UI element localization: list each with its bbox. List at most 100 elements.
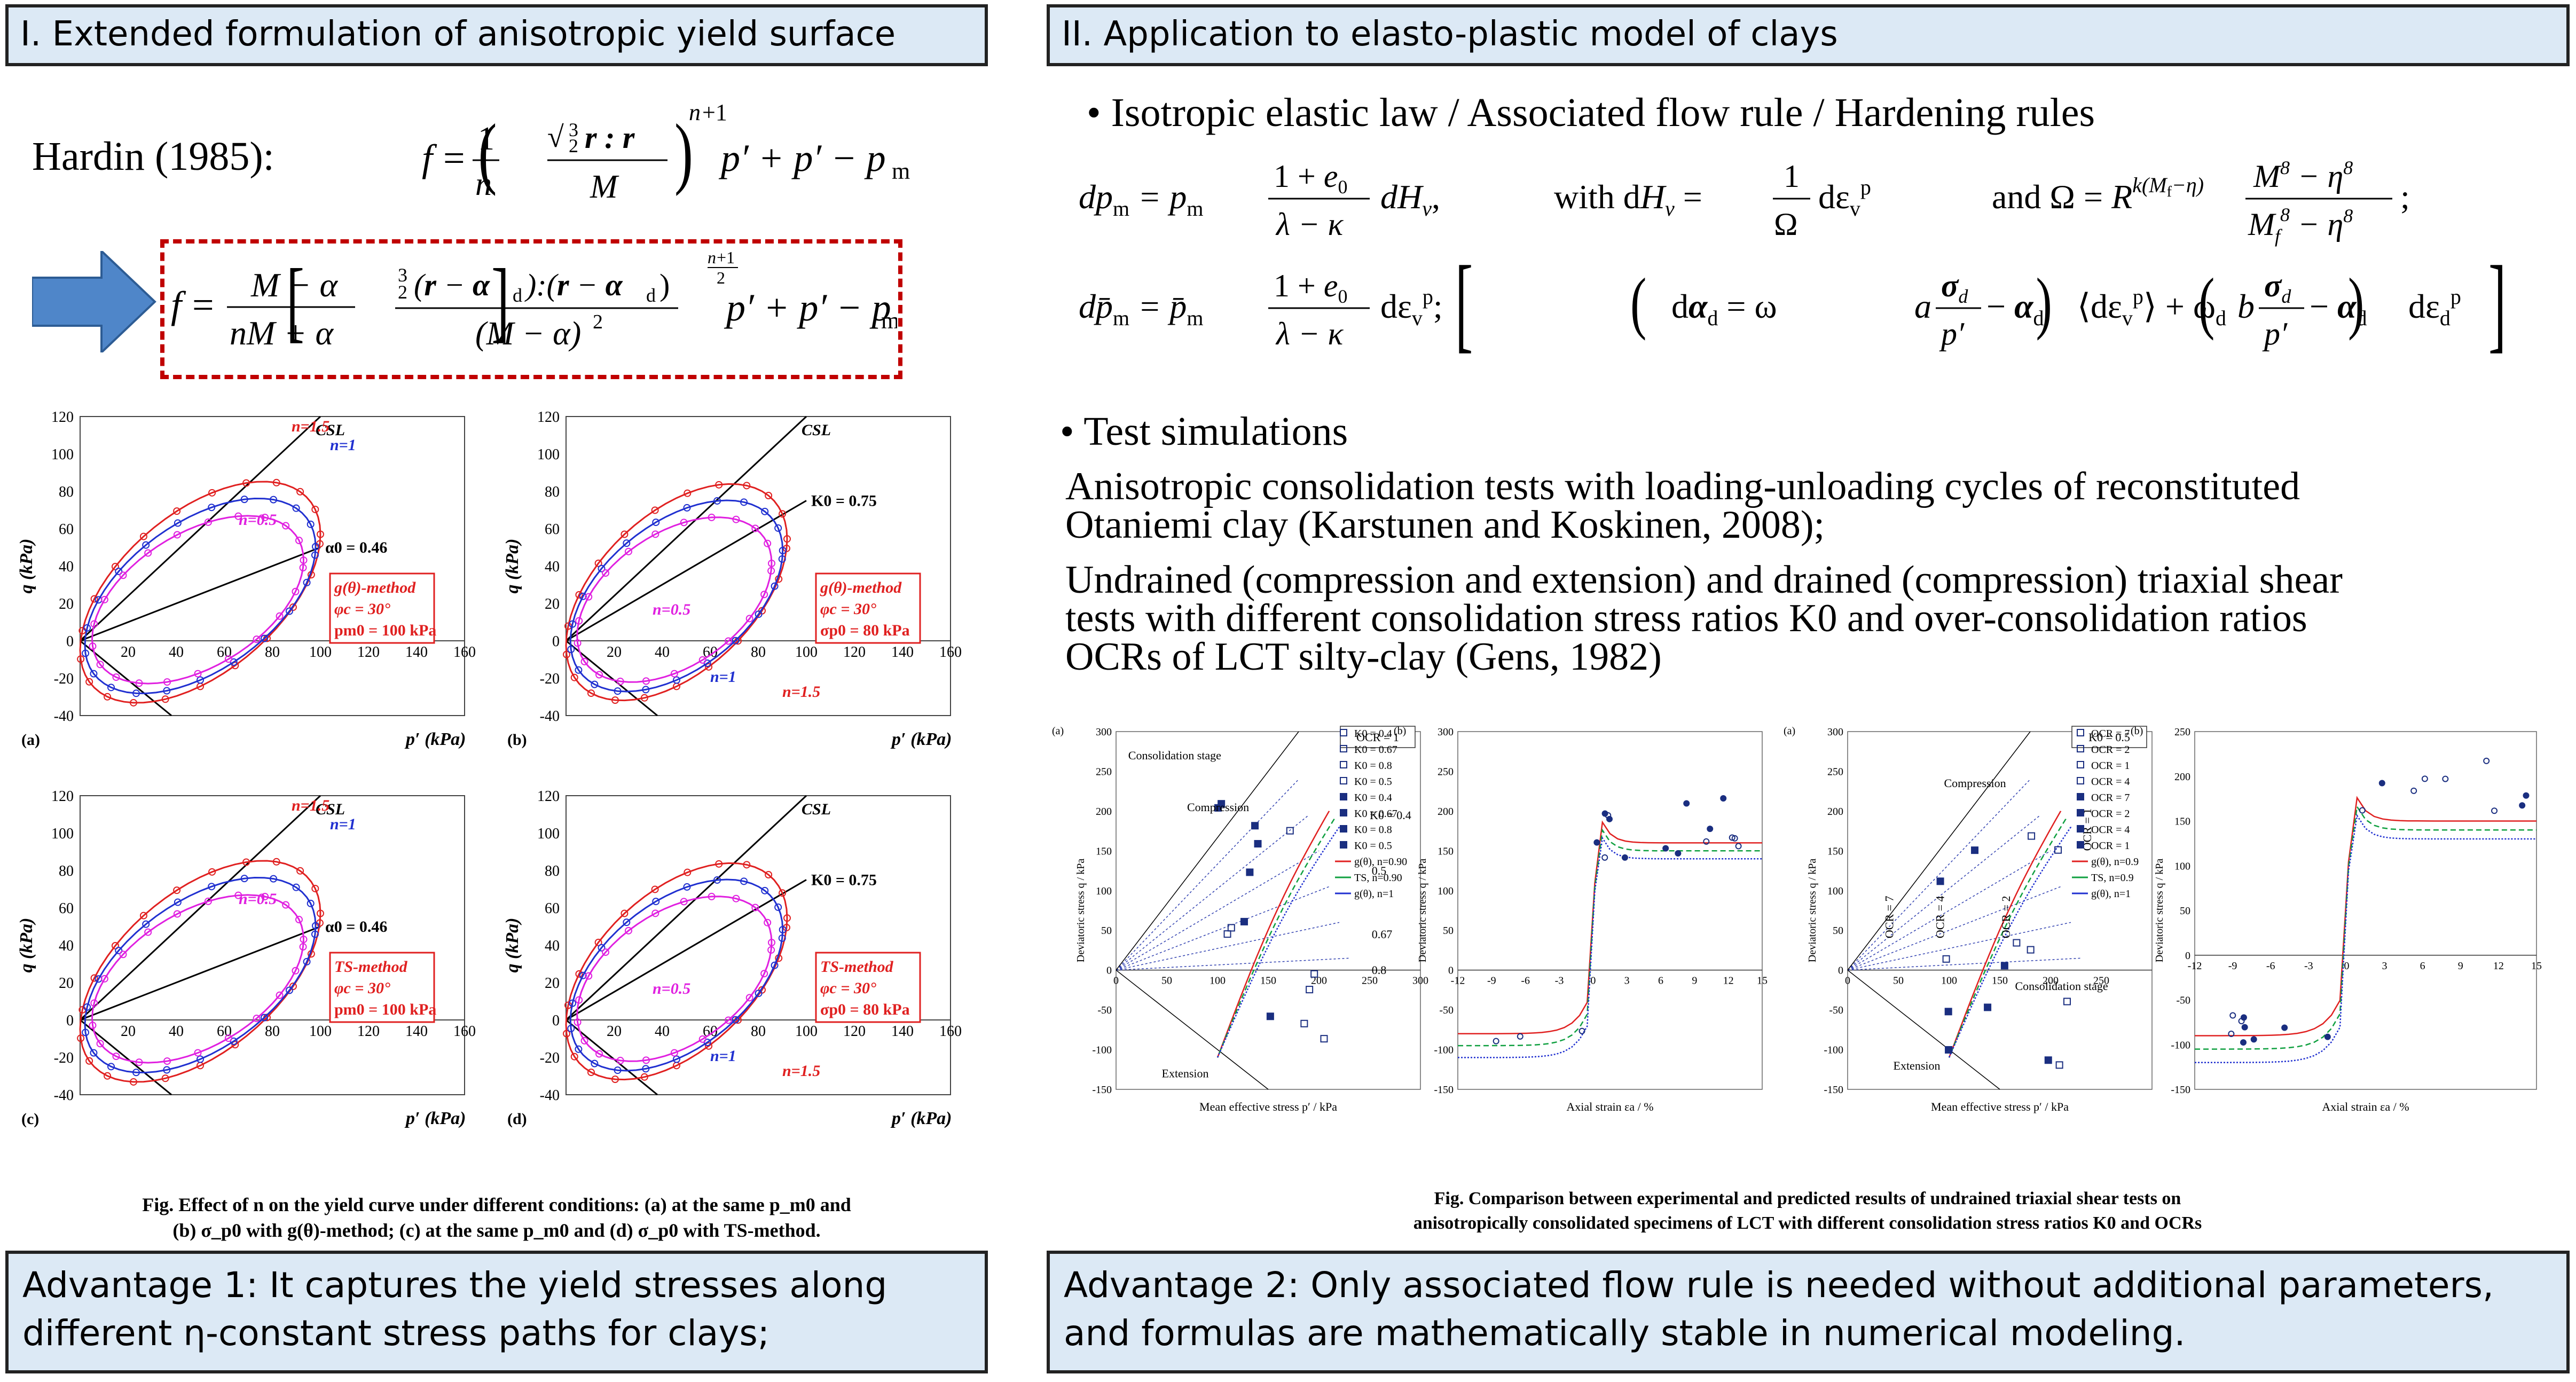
- series-label: n=0.5: [239, 511, 277, 529]
- x-tick-label: 140: [405, 644, 428, 661]
- x-tick-label: 140: [405, 1023, 428, 1040]
- test-marker: [1972, 847, 1978, 853]
- y-axis-label: Deviatoric stress q / kPa: [1807, 859, 1818, 963]
- y-tick-label: 0: [552, 633, 560, 650]
- test-marker: [2056, 1062, 2063, 1068]
- predicted-curve: [1458, 838, 1762, 1058]
- x-tick-label: 100: [1210, 975, 1226, 987]
- consolidation-path: [1116, 851, 1319, 970]
- svg-text:n: n: [708, 248, 716, 267]
- x-tick-label: 160: [453, 1023, 476, 1040]
- x-tick-label: 80: [751, 644, 766, 661]
- svg-text:d: d: [513, 285, 522, 306]
- x-tick-label: 160: [939, 644, 962, 661]
- right-caption-line1: Fig. Comparison between experimental and…: [1047, 1187, 2569, 1211]
- legend-entry: K0 = 0.8: [1354, 760, 1392, 772]
- csl-compression: [1116, 732, 1299, 970]
- x-axis-label: Axial strain εa / %: [2322, 1100, 2409, 1113]
- y-tick-label: -20: [54, 671, 74, 687]
- method-phi: φc = 30°: [820, 979, 876, 997]
- y-tick-label: 20: [545, 975, 560, 992]
- panel-id: (b): [1394, 725, 1406, 737]
- x-tick-label: 160: [939, 1023, 962, 1040]
- test-marker: [1603, 811, 1608, 816]
- test-marker: [2001, 962, 2008, 969]
- anisotropy-line: [80, 926, 320, 1020]
- predicted-curve: [2195, 798, 2536, 1036]
- test-marker: [1518, 1034, 1523, 1039]
- test-marker: [1675, 851, 1680, 856]
- legend-entry: K0 = 0.5: [1354, 776, 1392, 788]
- test-marker: [2064, 998, 2070, 1004]
- y-tick-label: -100: [1434, 1045, 1454, 1056]
- y-tick-label: 40: [59, 938, 74, 954]
- test-marker: [1937, 878, 1944, 884]
- svg-text:]: ]: [2488, 245, 2506, 363]
- legend-entry: g(θ), n=0.9: [2091, 856, 2139, 868]
- plot-frame: [1458, 732, 1762, 1089]
- y-tick-label: 0: [66, 633, 74, 650]
- legend-entry: OCR = 1: [2091, 840, 2130, 852]
- annotation: Consolidation stage: [2015, 979, 2108, 993]
- x-tick-label: 9: [1692, 975, 1697, 987]
- svg-text:M8 − η8: M8 − η8: [2253, 157, 2353, 194]
- svg-text:dHv,: dHv,: [1380, 178, 1440, 221]
- y-tick-label: 200: [2174, 771, 2190, 783]
- yield-curve-n=1: [570, 880, 782, 1071]
- consolidation-path: [1848, 922, 2071, 970]
- y-tick-label: 60: [59, 521, 74, 538]
- method-p0: σp0 = 80 kPa: [820, 622, 910, 639]
- y-tick-label: 50: [2180, 905, 2190, 917]
- svg-text:[: [: [286, 251, 304, 351]
- svg-text:r : r: r : r: [585, 120, 635, 155]
- series-label: n=0.5: [653, 980, 690, 998]
- series-label: n=1: [330, 436, 356, 454]
- svg-text:(r − α: (r − α: [414, 268, 490, 302]
- paragraph-anisotropic-consolidation: Anisotropic consolidation tests with loa…: [1065, 467, 2300, 544]
- test-marker: [2045, 1057, 2052, 1063]
- x-axis-label: p′ (kPa): [890, 729, 952, 749]
- left-header-text: I. Extended formulation of anisotropic y…: [20, 14, 896, 54]
- ocr-label: OCR = 2: [1999, 896, 2013, 938]
- y-tick-label: -20: [54, 1050, 74, 1066]
- svg-text:Ω: Ω: [1774, 207, 1798, 242]
- series-label: n=1: [710, 668, 736, 686]
- svg-text:+1: +1: [702, 99, 727, 125]
- x-tick-label: 9: [2458, 960, 2463, 972]
- svg-text:dεvp;: dεvp;: [1380, 285, 1443, 330]
- legend-entry: OCR = 7: [2091, 728, 2130, 740]
- y-tick-label: -150: [1434, 1084, 1454, 1096]
- test-marker: [1943, 956, 1950, 962]
- csl-label: CSL: [802, 800, 831, 818]
- x-tick-label: 6: [2420, 960, 2425, 972]
- legend-entry: TS, n=0.9: [2091, 872, 2134, 884]
- x-tick-label: 15: [1757, 975, 1768, 987]
- x-tick-label: 3: [2382, 960, 2387, 972]
- test-marker: [1663, 846, 1668, 851]
- x-tick-label: 40: [169, 1023, 184, 1040]
- y-tick-label: 40: [545, 559, 560, 575]
- advantage-1-box: Advantage 1: It captures the yield stres…: [5, 1251, 988, 1373]
- left-caption-line1: Fig. Effect of n on the yield curve unde…: [11, 1192, 983, 1218]
- test-marker: [1494, 1039, 1499, 1044]
- svg-text:p′ + p′ − p: p′ + p′ − p: [724, 286, 891, 329]
- ocr-label: OCR = 7: [1883, 896, 1896, 938]
- x-tick-label: -3: [1555, 975, 1564, 987]
- test-marker: [1721, 796, 1726, 801]
- svg-text:nM + α: nM + α: [230, 314, 334, 352]
- y-tick-label: 0: [66, 1012, 74, 1029]
- test-marker: [2242, 1025, 2248, 1030]
- y-tick-label: -20: [540, 671, 560, 687]
- test-marker: [2492, 808, 2497, 813]
- x-tick-label: 100: [1941, 975, 1957, 987]
- svg-text:(: (: [1630, 264, 1646, 341]
- y-tick-label: 150: [1096, 845, 1112, 857]
- legend-entry: OCR = 4: [2091, 776, 2130, 788]
- predicted-path: [1949, 827, 2071, 1058]
- predicted-path: [1218, 811, 1329, 1058]
- x-tick-label: 3: [1624, 975, 1630, 987]
- y-tick-label: 60: [59, 900, 74, 917]
- y-tick-label: -50: [1829, 1004, 1843, 1016]
- y-tick-label: 100: [1438, 885, 1454, 897]
- y-tick-label: 120: [537, 788, 560, 805]
